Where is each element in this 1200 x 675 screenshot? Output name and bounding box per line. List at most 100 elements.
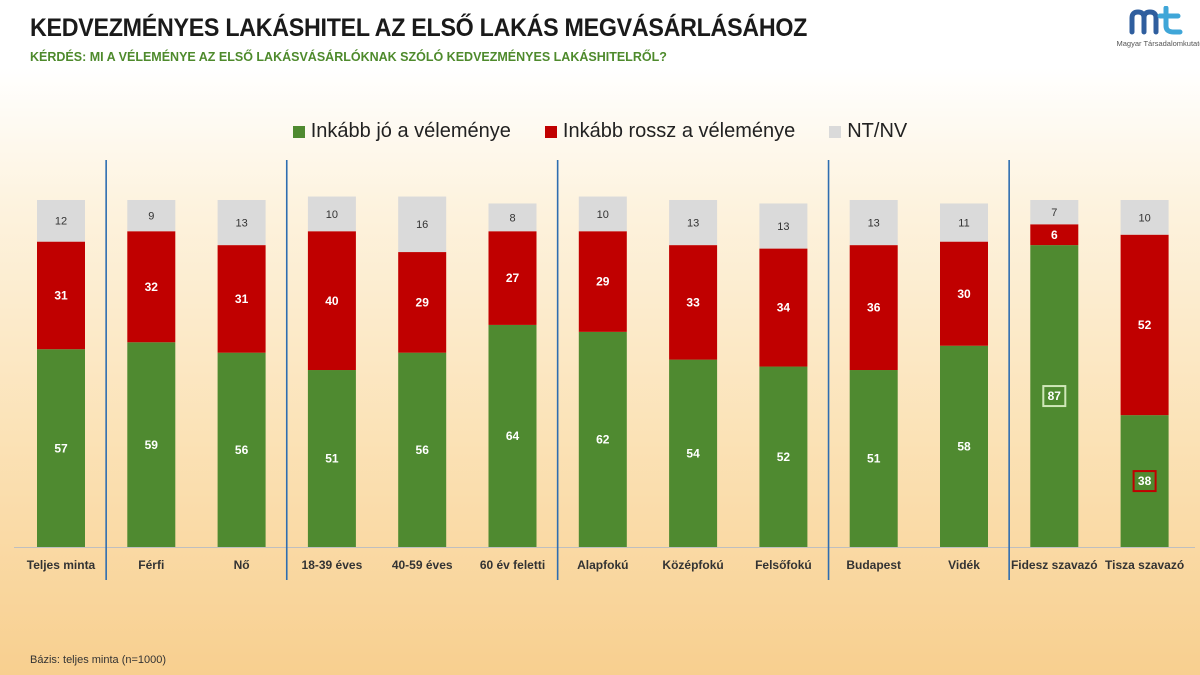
data-label: 30 (957, 287, 971, 301)
highlight-box (1132, 470, 1157, 493)
bar-segment (398, 196, 447, 253)
data-label: 7 (1051, 207, 1057, 219)
data-label: 13 (687, 217, 699, 229)
data-label: 51 (325, 452, 339, 466)
data-label: 9 (148, 211, 154, 223)
legend-swatch-green (292, 125, 305, 138)
data-label: 10 (1138, 212, 1150, 224)
data-label: 27 (506, 271, 520, 285)
category-label: 60 év feletti (480, 558, 545, 572)
data-label: 13 (777, 221, 789, 233)
bar-segment (669, 359, 718, 547)
data-label: 29 (416, 296, 430, 310)
bar-segment (1030, 224, 1079, 246)
data-label: 38 (1138, 474, 1152, 488)
data-label: 58 (957, 440, 971, 454)
bar-segment (759, 203, 808, 249)
category-label: Férfi (138, 558, 164, 572)
data-label: 87 (1048, 389, 1062, 403)
legend-label-positive: Inkább jó a véleménye (310, 120, 511, 142)
data-label: 13 (235, 217, 247, 229)
bar-segment (398, 352, 447, 547)
category-label: Budapest (846, 558, 901, 572)
bar-segment (488, 231, 537, 325)
bar-segment (940, 241, 988, 346)
category-label: Felsőfokú (755, 558, 812, 572)
data-label: 16 (416, 219, 428, 231)
data-label: 56 (416, 443, 430, 457)
data-label: 57 (54, 441, 68, 455)
bar-segment (849, 200, 898, 246)
bar-segment (307, 370, 356, 547)
data-label: 36 (867, 301, 881, 315)
logo-text: Magyar Társadalomkutató (1116, 39, 1200, 48)
data-label: 51 (867, 452, 881, 466)
bar-segment (127, 200, 176, 232)
bar-segment (127, 342, 176, 547)
data-label: 11 (958, 217, 969, 229)
bar-segment (488, 203, 537, 232)
bar-segment (1120, 200, 1169, 235)
data-label: 6 (1051, 228, 1058, 242)
data-label: 34 (777, 301, 791, 315)
legend-item-dontknow: NT/NV (829, 120, 907, 143)
data-label: 12 (55, 216, 67, 228)
bar-segment (669, 200, 718, 246)
category-label: Tisza szavazó (1105, 558, 1184, 572)
bar-segment (1030, 200, 1079, 225)
data-label: 10 (326, 209, 338, 221)
category-label: Vidék (948, 558, 980, 572)
bar-segment (578, 196, 627, 232)
bar-segment (759, 248, 808, 367)
data-label: 32 (145, 280, 159, 294)
bar-segment (307, 196, 356, 232)
data-label: 54 (686, 446, 700, 460)
bar-segment (217, 352, 266, 547)
data-label: 29 (596, 275, 610, 289)
data-label: 59 (145, 438, 159, 452)
bar-segment (37, 241, 85, 350)
bar-segment (669, 245, 718, 360)
data-label: 52 (777, 450, 791, 464)
bar-segment (1030, 245, 1079, 548)
data-label: 52 (1138, 318, 1152, 332)
chart-legend: Inkább jó a véleménye Inkább rossz a vél… (0, 120, 1200, 143)
data-label: 8 (509, 212, 515, 224)
legend-label-dontknow: NT/NV (847, 120, 908, 142)
legend-item-negative: Inkább rossz a véleménye (544, 120, 795, 143)
bar-segment (127, 231, 176, 343)
legend-swatch-gray (829, 125, 842, 138)
bar-segment (578, 231, 627, 332)
bar-segment (940, 203, 988, 242)
data-label: 33 (686, 296, 700, 310)
bar-segment (488, 324, 537, 547)
bar-segment (759, 366, 808, 547)
bar-segment (398, 252, 447, 353)
data-label: 10 (597, 209, 609, 221)
bar-segment (849, 370, 898, 547)
legend-swatch-red (544, 125, 557, 138)
data-label: 56 (235, 443, 249, 457)
mt-logo-icon (1129, 6, 1183, 35)
category-label: Alapfokú (577, 558, 628, 572)
bar-segment (849, 245, 898, 371)
bar-segment (217, 245, 266, 353)
page-title: KEDVEZMÉNYES LAKÁSHITEL AZ ELSŐ LAKÁS ME… (30, 14, 808, 42)
bar-segment (1120, 234, 1169, 416)
question-subtitle: KÉRDÉS: MI A VÉLEMÉNYE AZ ELSŐ LAKÁSVÁSÁ… (30, 50, 667, 64)
data-label: 62 (596, 433, 610, 447)
category-label: 18-39 éves (302, 558, 363, 572)
category-label: Fidesz szavazó (1011, 558, 1098, 572)
bar-segment (217, 200, 266, 246)
category-label: Középfokú (662, 558, 723, 572)
legend-item-positive: Inkább jó a véleménye (292, 120, 511, 143)
data-label: 40 (325, 294, 339, 308)
company-logo: Magyar Társadalomkutató (1117, 6, 1200, 48)
category-label: Teljes minta (27, 558, 96, 572)
bar-segment (578, 331, 627, 547)
data-label: 13 (868, 217, 880, 229)
data-label: 31 (235, 292, 249, 306)
data-label: 64 (506, 429, 520, 443)
data-label: 31 (54, 289, 68, 303)
